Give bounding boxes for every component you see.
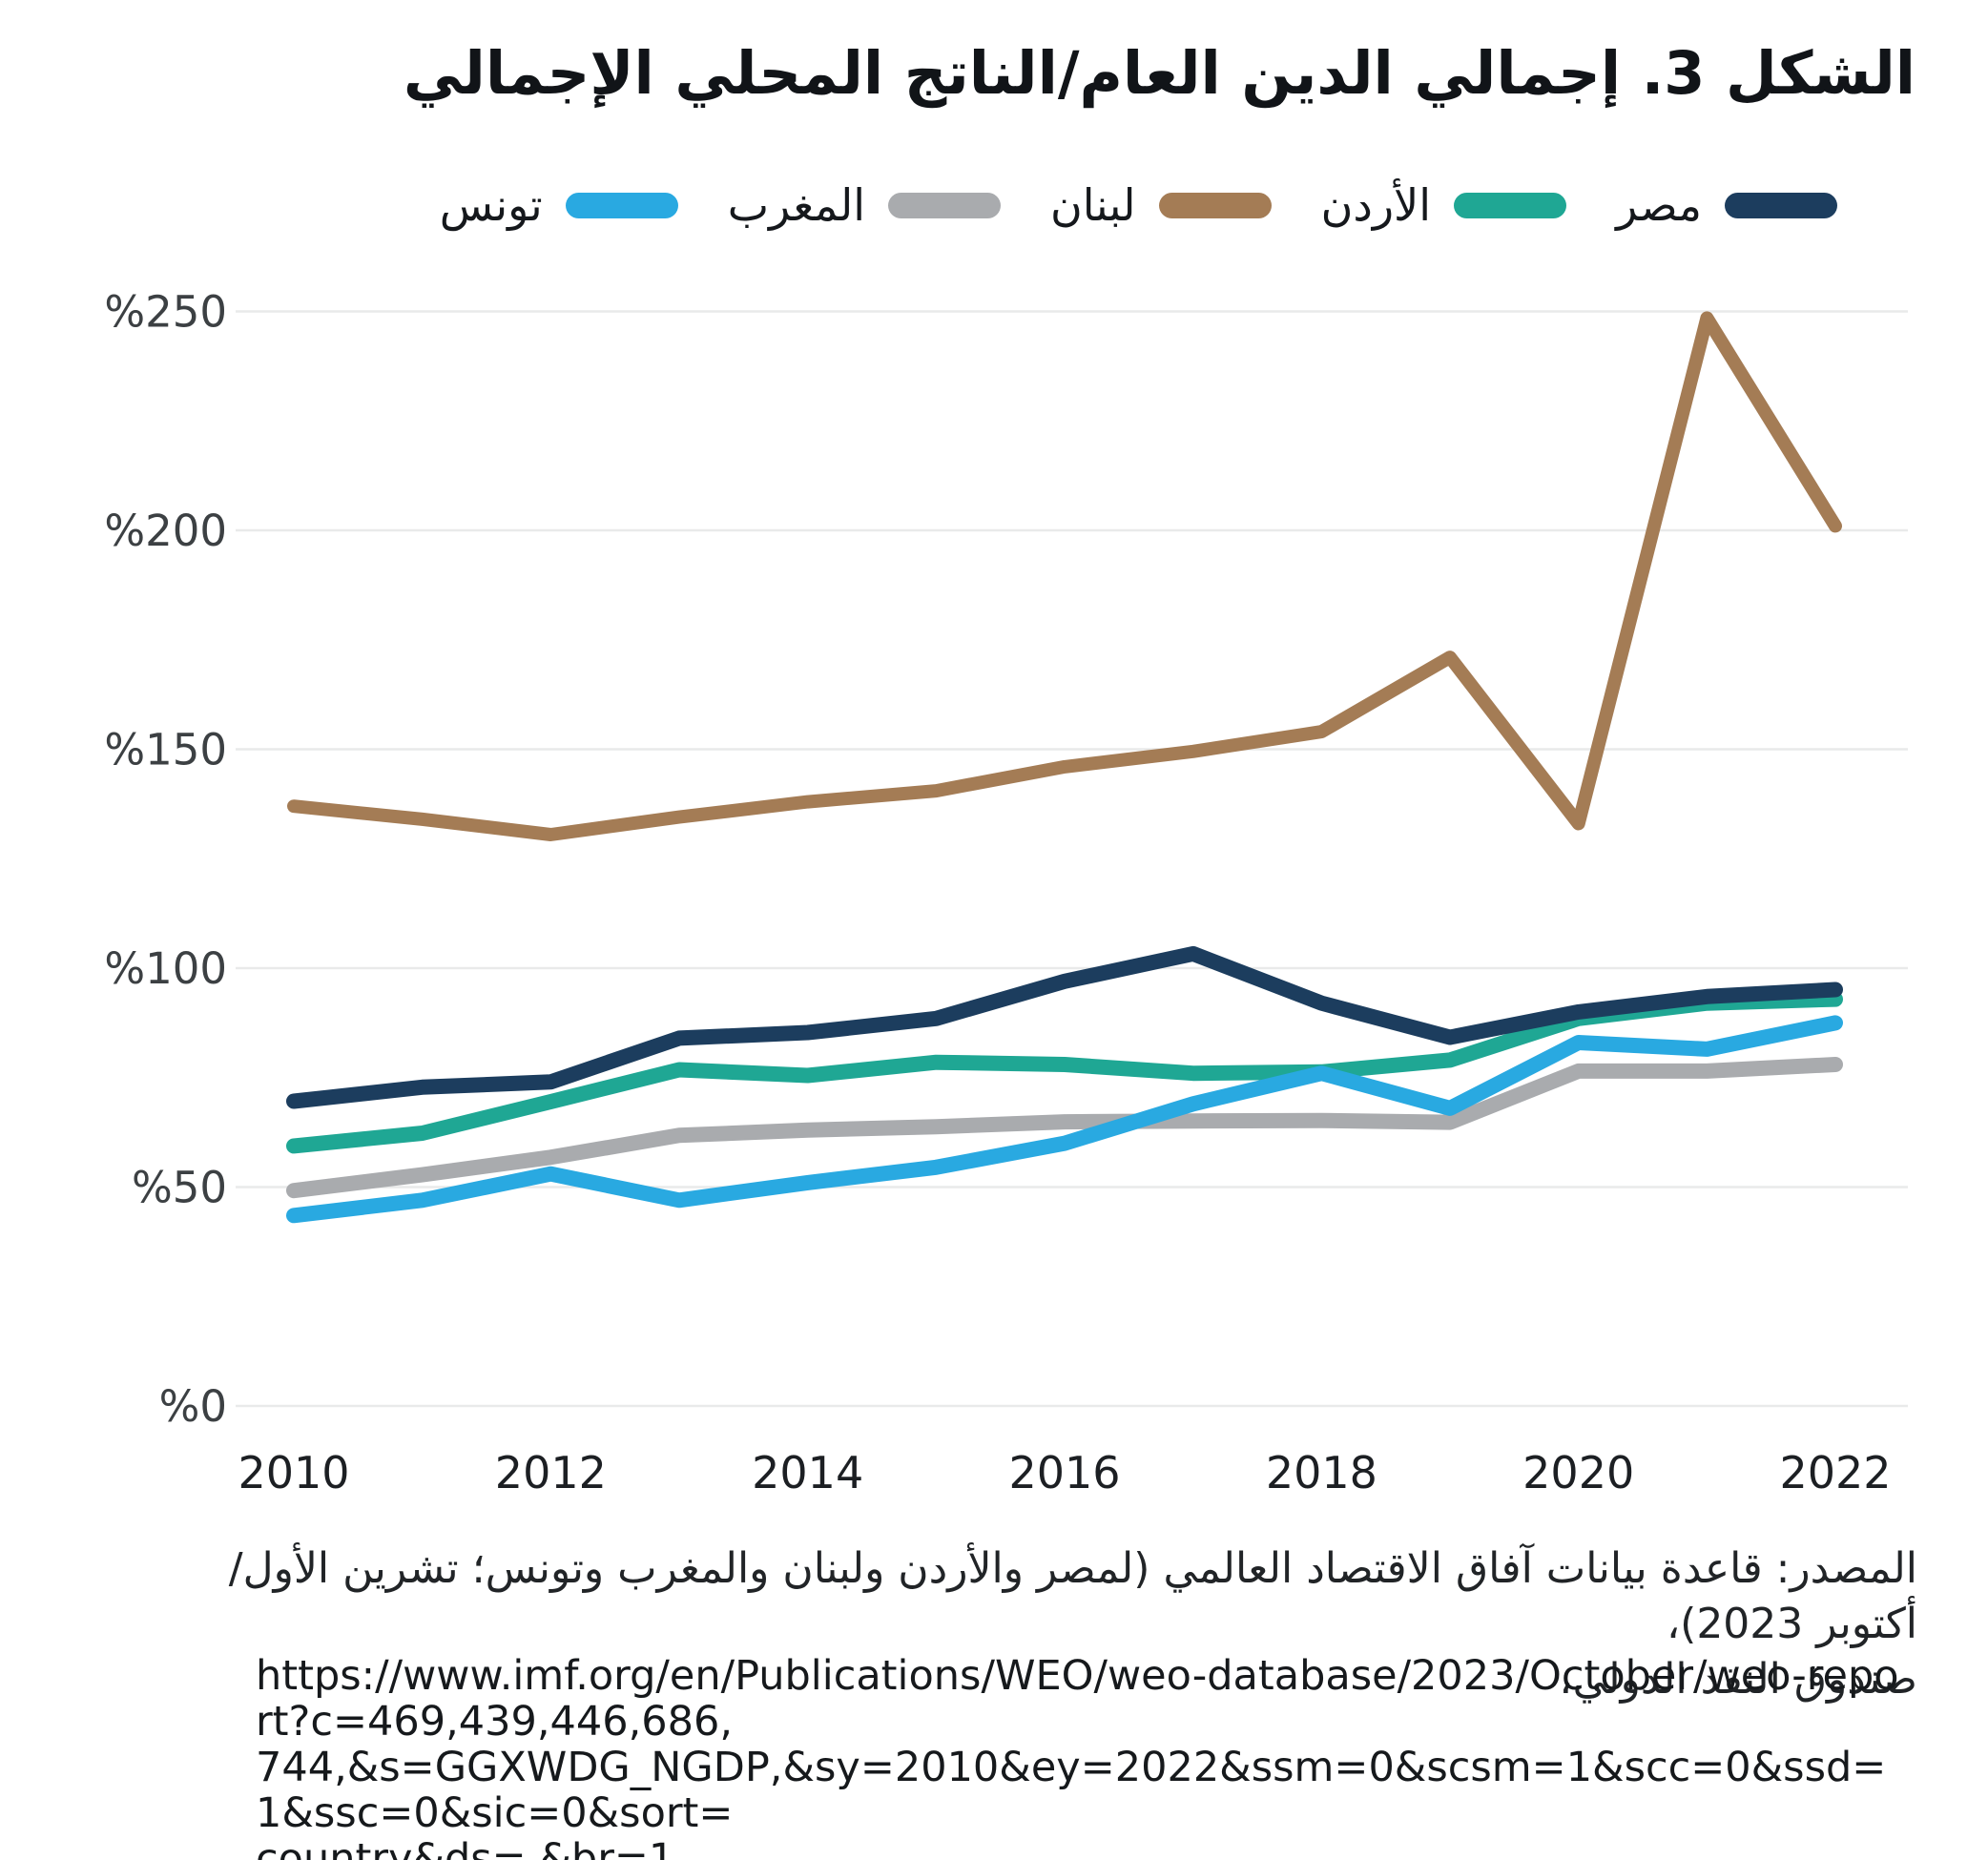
series-line-lebanon <box>287 311 1842 841</box>
legend-label-egypt: مصر <box>1616 179 1702 231</box>
y-axis-label-100: %100 <box>104 943 227 994</box>
legend-label-lebanon: لبنان <box>1050 179 1136 231</box>
legend-item-tunisia[interactable]: تونس <box>440 179 678 231</box>
legend-item-jordan[interactable]: الأردن <box>1321 179 1567 231</box>
source-url-line-2[interactable]: 744,&s=GGXWDG_NGDP,&sy=2010&ey=2022&ssm=… <box>256 1744 1887 1837</box>
chart-title: الشكل 3. إجمالي الدين العام/الناتج المحل… <box>403 38 1916 108</box>
legend-swatch-jordan <box>1454 192 1567 218</box>
source-note: المصدر: قاعدة بيانات آفاق الاقتصاد العال… <box>219 1541 1917 1707</box>
source-url-line-1[interactable]: https://www.imf.org/en/Publications/WEO/… <box>256 1652 1899 1746</box>
source-url-line-3[interactable]: country&ds=.&br=1 <box>256 1835 675 1860</box>
y-axis-label-0: %0 <box>159 1381 227 1432</box>
x-axis-label-2020: 2020 <box>1522 1447 1634 1498</box>
y-axis-label-50: %50 <box>132 1163 227 1213</box>
y-axis-label-150: %150 <box>104 725 227 775</box>
x-axis-label-2010: 2010 <box>238 1447 349 1498</box>
legend-swatch-tunisia <box>565 192 678 218</box>
legend-label-jordan: الأردن <box>1320 179 1432 231</box>
legend-item-lebanon[interactable]: لبنان <box>1050 179 1272 231</box>
source-line-2: صندوق النقد الدولي، <box>1559 1655 1917 1704</box>
x-axis-label-2018: 2018 <box>1266 1447 1377 1498</box>
legend-label-morocco: المغرب <box>727 179 865 231</box>
series-line-morocco <box>286 1057 1843 1199</box>
chart-legend: مصر الأردن لبنان المغرب تونس <box>440 179 1837 231</box>
series-line-tunisia <box>286 1015 1843 1224</box>
x-axis-label-2014: 2014 <box>752 1447 863 1498</box>
legend-swatch-morocco <box>888 192 1001 218</box>
legend-label-tunisia: تونس <box>439 179 543 231</box>
x-axis-label-2022: 2022 <box>1780 1447 1892 1498</box>
legend-item-egypt[interactable]: مصر <box>1616 179 1837 231</box>
y-axis-label-200: %200 <box>104 506 227 556</box>
legend-item-morocco[interactable]: المغرب <box>728 179 1001 231</box>
x-axis-label-2012: 2012 <box>495 1447 607 1498</box>
series-line-egypt <box>286 945 1843 1109</box>
legend-swatch-lebanon <box>1158 192 1272 218</box>
source-url: https://www.imf.org/en/Publications/WEO/… <box>256 1653 1902 1860</box>
x-axis-label-2016: 2016 <box>1008 1447 1120 1498</box>
source-line-1: المصدر: قاعدة بيانات آفاق الاقتصاد العال… <box>228 1544 1917 1648</box>
legend-swatch-egypt <box>1725 192 1837 218</box>
y-axis-label-250: %250 <box>104 287 227 338</box>
